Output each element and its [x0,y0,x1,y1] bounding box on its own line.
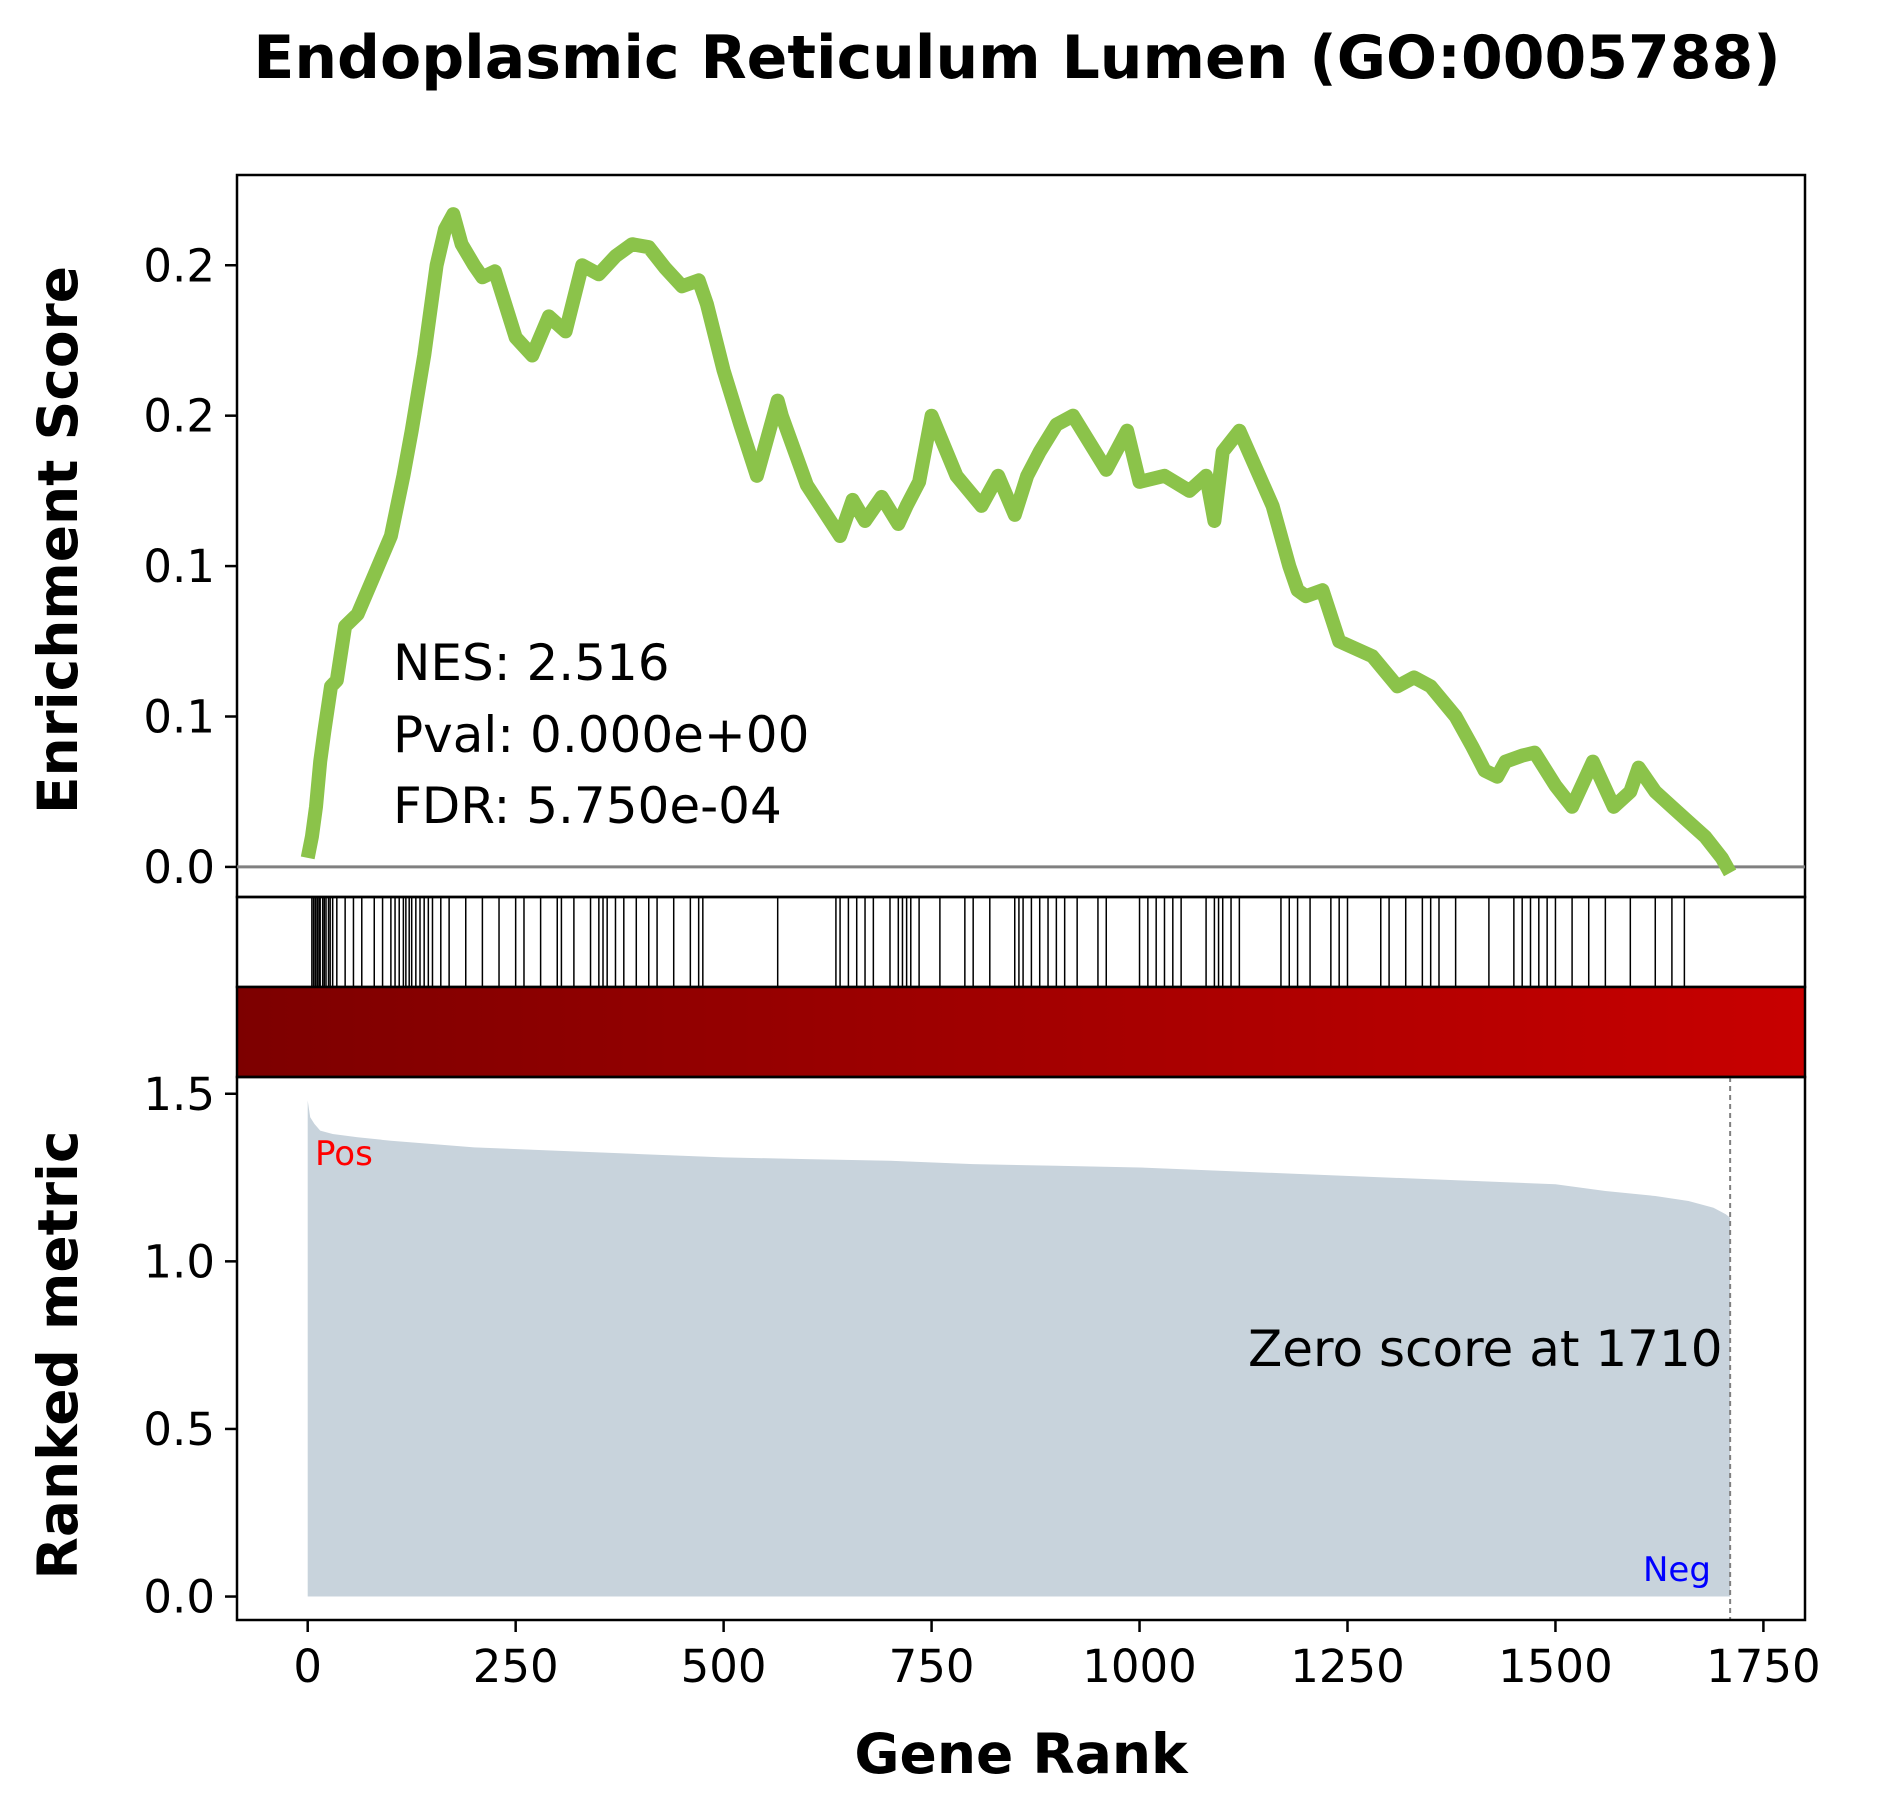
es-axis-label: Enrichment Score [26,266,90,814]
es-ytick-label: 0.0 [143,841,215,894]
ranked-metric-area [307,1100,1731,1597]
stats-text: NES: 2.516 Pval: 0.000e+00 FDR: 5.750e-0… [393,634,809,835]
xtick-label: 750 [889,1640,975,1693]
rank-panel-frame [235,1075,1807,1622]
es-y-ticks: 0.0 0.1 0.1 0.2 0.2 [143,239,237,894]
rank-ytick-label: 1.0 [143,1235,215,1288]
pval-text: Pval: 0.000e+00 [393,706,809,764]
xtick-label: 500 [681,1640,767,1693]
es-ytick-label: 0.1 [143,540,215,593]
hits-panel-frame [235,895,1807,989]
xtick-label: 1000 [1082,1640,1197,1693]
xtick-label: 0 [293,1640,322,1693]
xtick-label: 1750 [1706,1640,1821,1693]
x-axis-label: Gene Rank [854,1722,1189,1786]
enrichment-score-panel: 0.0 0.1 0.1 0.2 0.2 Enrichment Score NES: 2.… [26,173,1807,899]
es-ytick-label: 0.2 [143,239,215,292]
x-axis-ticks: 0 250 500 750 1000 1250 1500 1750 [293,1620,1821,1693]
neg-label: Neg [1643,1550,1711,1590]
rank-ytick-label: 0.5 [143,1403,215,1456]
rank-ytick-label: 1.5 [143,1068,215,1121]
hit-lines [311,897,1686,987]
xtick-label: 1250 [1290,1640,1405,1693]
running-es-line [300,207,1737,877]
gene-hits-panel [235,895,1807,989]
xtick-label: 1500 [1498,1640,1613,1693]
zero-score-text: Zero score at 1710 [1248,1320,1723,1378]
chart-title: Endoplasmic Reticulum Lumen (GO:0005788) [253,23,1780,93]
rank-ytick-label: 0.0 [143,1571,215,1624]
rank-heatmap-bar [235,985,1807,1079]
rank-y-ticks: 0.0 0.5 1.0 1.5 [143,1068,237,1624]
nes-text: NES: 2.516 [393,634,670,692]
fdr-text: FDR: 5.750e-04 [393,777,782,835]
pos-label: Pos [315,1134,373,1174]
es-ytick-label: 0.2 [143,390,215,443]
es-ytick-label: 0.1 [143,691,215,744]
rank-axis-label: Ranked metric [26,1130,90,1579]
ranked-metric-panel: 0.00.51.01.5 Pos Neg Zero score at 1710 … [26,1068,1807,1624]
xtick-label: 250 [473,1640,559,1693]
